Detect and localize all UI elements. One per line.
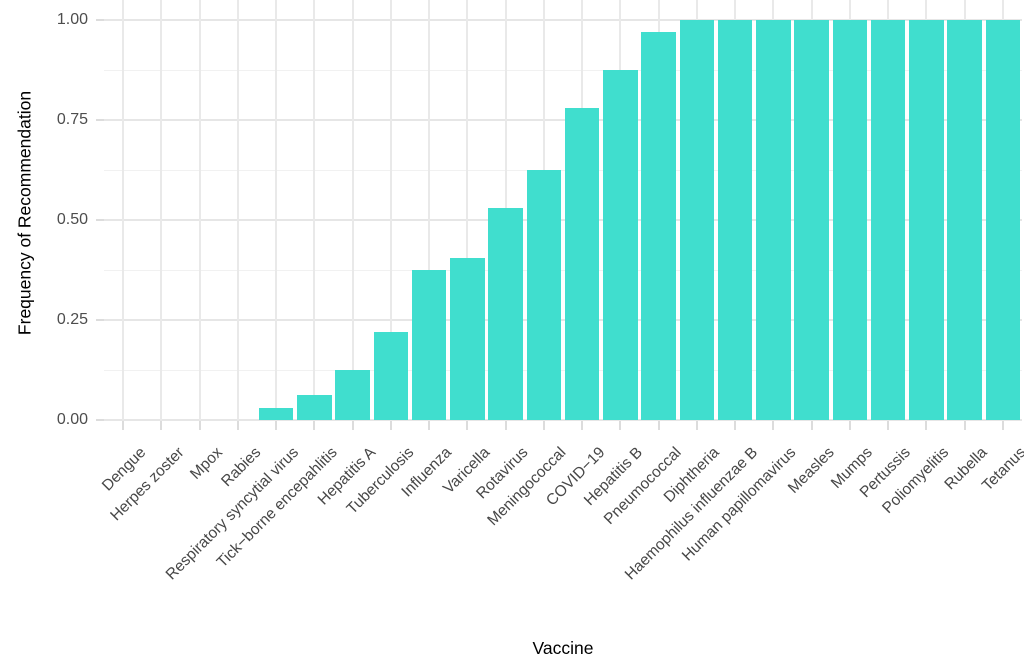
bar [870,20,906,420]
y-axis-tick-label: 1.00 [56,11,88,28]
bar [603,70,638,420]
gridline-vertical [236,0,239,420]
y-axis-tick-label: 0.75 [56,111,88,128]
gridline-horizontal-major [104,319,1022,321]
y-axis-tick [96,19,104,21]
bar [947,20,982,420]
y-axis-tick [96,419,104,421]
y-axis-tick-label: 0.25 [56,311,88,328]
bar [258,407,294,420]
gridline-vertical [428,0,431,420]
gridline-horizontal-minor [104,170,1022,171]
x-axis-tick [619,421,622,430]
bar [985,20,1021,420]
bar [564,107,600,420]
bar [488,207,523,420]
gridline-horizontal-minor [104,370,1022,371]
x-axis-tick [428,421,431,430]
x-axis-tick [772,421,775,430]
bar [450,257,485,420]
x-axis-tick [466,421,469,430]
x-axis-tick [504,421,507,430]
bar [794,20,829,420]
y-axis-tick [96,119,104,121]
gridline-vertical [351,0,354,420]
y-axis-tick-label: 0.00 [56,411,88,428]
y-axis-tick-label: 0.50 [56,211,88,228]
bar [641,32,676,420]
x-axis-title: Vaccine [532,638,594,658]
bar [909,20,944,420]
x-axis-tick [160,421,163,430]
gridline-vertical [275,0,278,420]
bar [526,170,562,420]
gridline-vertical [198,0,201,420]
bar [756,20,791,420]
y-axis-tick [96,319,104,321]
bar [717,20,753,420]
x-axis-tick [351,421,354,430]
x-axis-tick [1001,421,1004,430]
gridline-horizontal-major [104,119,1022,121]
x-axis-tick [657,421,660,430]
bar [679,20,715,420]
x-axis-tick [963,421,966,430]
x-axis-tick [581,421,584,430]
x-axis-tick [848,421,851,430]
gridline-vertical [122,0,125,420]
bar [411,270,447,420]
gridline-horizontal-major [104,219,1022,221]
gridline-vertical [160,0,163,420]
x-axis-tick [734,421,737,430]
x-axis-tick [122,421,125,430]
bar [832,20,868,420]
gridline-horizontal-minor [104,70,1022,71]
y-axis-tick [96,219,104,221]
x-axis-tick [695,421,698,430]
gridline-horizontal-major [104,19,1022,21]
bar [373,332,409,420]
gridline-horizontal-major [104,419,1022,421]
x-axis-tick [887,421,890,430]
gridline-horizontal-minor [104,270,1022,271]
gridline-vertical [389,0,392,420]
x-axis-tick [542,421,545,430]
x-axis-tick [925,421,928,430]
gridline-vertical [466,0,469,420]
x-axis-tick [313,421,316,430]
bar [297,394,332,420]
x-axis-tick [198,421,201,430]
gridline-vertical [313,0,316,420]
x-axis-tick [236,421,239,430]
bar [335,370,370,420]
x-axis-tick [389,421,392,430]
x-axis-tick [810,421,813,430]
x-axis-tick [275,421,278,430]
